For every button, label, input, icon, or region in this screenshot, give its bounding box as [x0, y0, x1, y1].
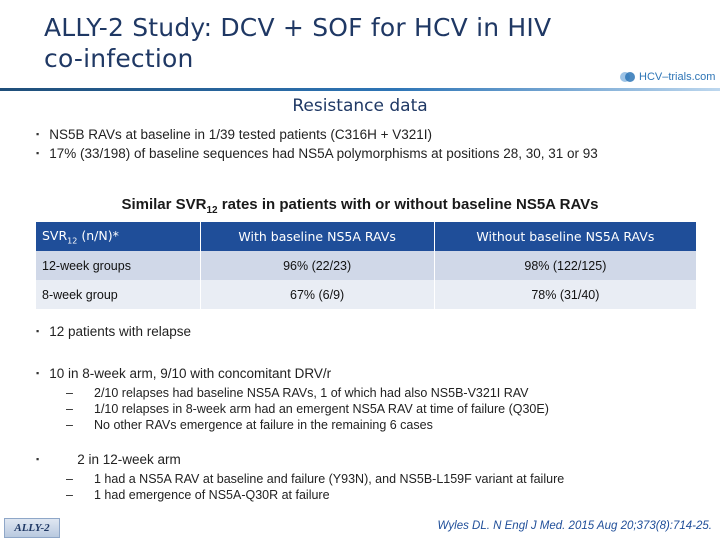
section-title: Resistance data: [292, 96, 428, 116]
table-heading-part: rates in patients with or without baseli…: [217, 196, 599, 213]
list-item: – No other RAVs emergence at failure in …: [66, 417, 716, 433]
list-item: ▪ 12 patients with relapse: [36, 322, 716, 341]
dash-bullet-icon: –: [66, 402, 73, 416]
square-bullet-icon: ▪: [36, 148, 40, 158]
cell-without-ravs: 98% (122/125): [434, 251, 696, 280]
hcv-trials-logo: HCV–trials.com: [620, 70, 715, 84]
table-row: 8-week group 67% (6/9) 78% (31/40): [36, 280, 696, 309]
table-heading-part: Similar SVR: [121, 196, 207, 213]
bullet-text: 10 in 8-week arm, 9/10 with concomitant …: [49, 366, 332, 381]
sub-bullet-text: 2/10 relapses had baseline NS5A RAVs, 1 …: [94, 386, 529, 400]
list-item: – 1 had a NS5A RAV at baseline and failu…: [66, 471, 716, 487]
square-bullet-icon: ▪: [36, 454, 40, 464]
dash-bullet-icon: –: [66, 488, 73, 502]
sub-bullet-text: 1 had a NS5A RAV at baseline and failure…: [94, 472, 565, 486]
cell-with-ravs: 96% (22/23): [200, 251, 435, 280]
cell-with-ravs: 67% (6/9): [200, 280, 435, 309]
slide-title-line1: ALLY-2 Study: DCV + SOF for HCV in HIV: [44, 13, 552, 42]
list-item: ▪ 10 in 8-week arm, 9/10 with concomitan…: [36, 364, 716, 383]
twelve-week-sublist: – 1 had a NS5A RAV at baseline and failu…: [66, 471, 716, 503]
bullet-text: 17% (33/198) of baseline sequences had N…: [49, 146, 598, 161]
logo-circles-icon: [620, 71, 636, 83]
cell-group: 12-week groups: [36, 251, 201, 280]
sub-bullet-text: No other RAVs emergence at failure in th…: [94, 418, 433, 432]
cell-group: 8-week group: [36, 280, 201, 309]
list-item: ▪ 2 in 12-week arm: [36, 450, 716, 469]
svr-subscript: 12: [67, 236, 78, 246]
ally2-footer-logo: ALLY-2: [4, 518, 60, 538]
eight-week-arm-section: ▪ 10 in 8-week arm, 9/10 with concomitan…: [36, 364, 716, 433]
list-item: ▪ NS5B RAVs at baseline in 1/39 tested p…: [36, 125, 716, 144]
table-row: 12-week groups 96% (22/23) 98% (122/125): [36, 251, 696, 280]
list-item: – 1 had emergence of NS5A-Q30R at failur…: [66, 487, 716, 503]
square-bullet-icon: ▪: [36, 129, 40, 139]
cell-without-ravs: 78% (31/40): [434, 280, 696, 309]
bullet-text: NS5B RAVs at baseline in 1/39 tested pat…: [49, 127, 433, 142]
column-header-with-ravs: With baseline NS5A RAVs: [200, 222, 435, 251]
sub-bullet-text: 1 had emergence of NS5A-Q30R at failure: [94, 488, 330, 502]
bullet-text: 12 patients with relapse: [49, 324, 192, 339]
square-bullet-icon: ▪: [36, 326, 40, 336]
slide-title-line2: co-infection: [44, 44, 194, 73]
twelve-week-arm-section: ▪ 2 in 12-week arm – 1 had a NS5A RAV at…: [36, 450, 716, 503]
citation: Wyles DL. N Engl J Med. 2015 Aug 20;373(…: [437, 520, 712, 532]
bullet-text: 2 in 12-week arm: [77, 452, 181, 467]
table-heading-subscript: 12: [206, 205, 218, 216]
square-bullet-icon: ▪: [36, 368, 40, 378]
eight-week-sublist: – 2/10 relapses had baseline NS5A RAVs, …: [66, 385, 716, 433]
slide-title: ALLY-2 Study: DCV + SOF for HCV in HIV c…: [44, 12, 604, 74]
list-item: ▪ 17% (33/198) of baseline sequences had…: [36, 144, 716, 163]
dash-bullet-icon: –: [66, 386, 73, 400]
table-header-row: SVR12 (n/N)* With baseline NS5A RAVs Wit…: [36, 222, 696, 251]
column-header-without-ravs: Without baseline NS5A RAVs: [434, 222, 696, 251]
column-header-svr: SVR12 (n/N)*: [36, 222, 201, 251]
list-item: – 1/10 relapses in 8-week arm had an eme…: [66, 401, 716, 417]
relapse-section: ▪ 12 patients with relapse: [36, 322, 716, 341]
dash-bullet-icon: –: [66, 472, 73, 486]
svr-table: SVR12 (n/N)* With baseline NS5A RAVs Wit…: [36, 222, 696, 309]
top-bullet-list: ▪ NS5B RAVs at baseline in 1/39 tested p…: [36, 125, 716, 163]
list-item: – 2/10 relapses had baseline NS5A RAVs, …: [66, 385, 716, 401]
svr-label-tail: (n/N)*: [77, 227, 119, 243]
dash-bullet-icon: –: [66, 418, 73, 432]
header-divider: [0, 88, 720, 91]
svr-label: SVR: [42, 227, 68, 243]
table-heading: Similar SVR12 rates in patients with or …: [0, 196, 720, 216]
sub-bullet-text: 1/10 relapses in 8-week arm had an emerg…: [94, 402, 549, 416]
logo-text: HCV–trials.com: [639, 71, 716, 83]
